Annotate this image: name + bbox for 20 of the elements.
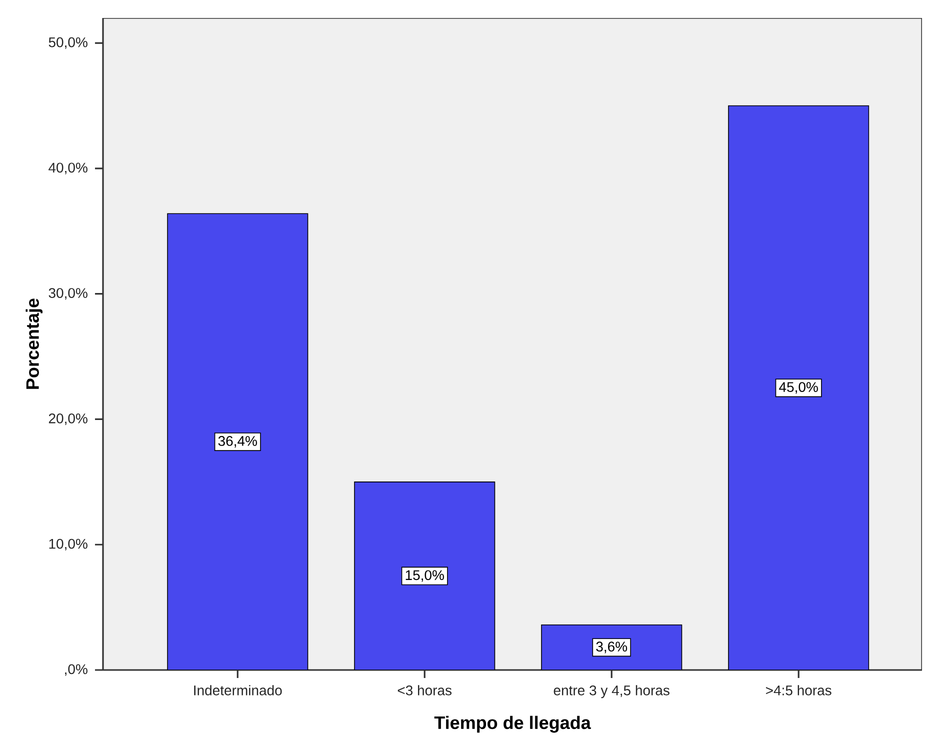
x-tick-label: entre 3 y 4,5 horas (554, 685, 670, 698)
x-tick-label: >4:5 horas (766, 685, 832, 696)
y-tick-label: ,0% (65, 664, 88, 676)
data-label: 45,0% (779, 382, 818, 394)
y-tick-label: 20,0% (48, 413, 88, 426)
data-label: 15,0% (406, 570, 444, 582)
bar (728, 105, 870, 670)
x-axis-title: Tiempo de llegada (434, 716, 591, 733)
y-tick-label: 10,0% (49, 538, 88, 550)
data-label: 36,4% (218, 436, 257, 448)
y-tick-label: 50,0% (48, 37, 88, 49)
bar (167, 213, 308, 670)
bar (354, 482, 496, 670)
data-label: 3,6% (596, 642, 628, 654)
x-tick-label: <3 horas (398, 685, 452, 696)
bar (541, 624, 682, 670)
y-tick-label: 40,0% (48, 162, 88, 174)
y-axis-title: Porcentaje (26, 298, 43, 389)
x-tick-label: Indeterminado (194, 685, 282, 696)
y-tick-label: 30,0% (48, 288, 88, 300)
